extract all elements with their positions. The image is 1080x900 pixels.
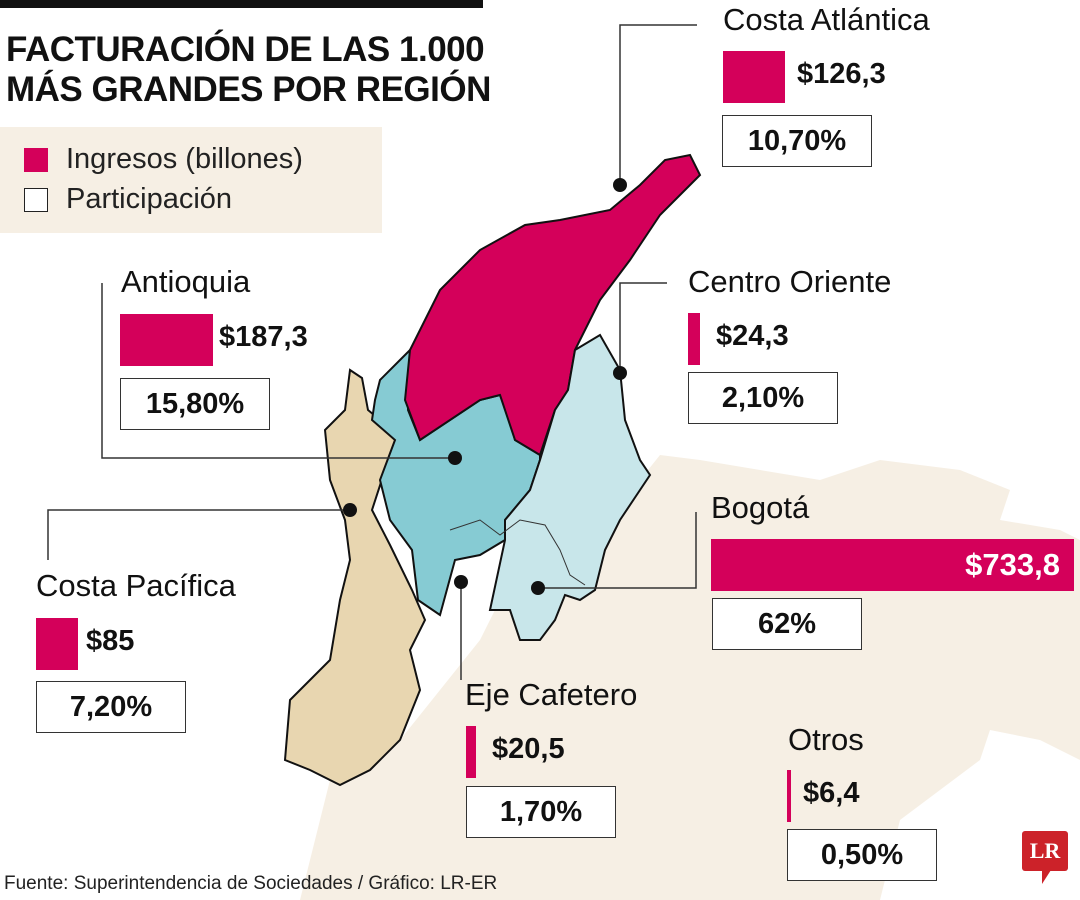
legend-label: Ingresos (billones) [66,143,303,175]
leader-centro-oriente [619,282,667,373]
region-name-antioquia: Antioquia [121,264,251,299]
title-line-2: MÁS GRANDES POR REGIÓN [6,70,491,109]
revenue-bar-antioquia [120,314,213,366]
region-name-eje-cafetero: Eje Cafetero [465,677,638,712]
region-name-centro-oriente: Centro Oriente [688,264,892,299]
share-box-eje-cafetero: 1,70% [466,786,616,838]
legend: Ingresos (billones) Participación [0,127,382,233]
legend-label: Participación [66,183,233,215]
share-box-costa-atlantica: 10,70% [722,115,872,167]
leader-costa-atlantica [619,24,697,185]
share-box-otros: 0,50% [787,829,937,881]
share-box-antioquia: 15,80% [120,378,270,430]
marker-eje-cafetero [454,575,468,589]
revenue-value-costa-pacifica: $85 [86,625,135,657]
revenue-bar-otros [787,770,791,822]
marker-costa-atlantica [613,178,627,192]
leader-bogota [538,512,697,589]
pink-square-icon [24,147,48,172]
chart-title: FACTURACIÓN DE LAS 1.000 MÁS GRANDES POR… [6,30,491,110]
marker-costa-pacifica [343,503,357,517]
title-line-1: FACTURACIÓN DE LAS 1.000 [6,30,485,69]
lr-logo: LR [1022,831,1068,871]
source-note: Fuente: Superintendencia de Sociedades /… [4,873,498,894]
marker-antioquia [448,451,462,465]
share-box-costa-pacifica: 7,20% [36,681,186,733]
leader-antioquia [101,283,455,459]
centro-oriente-region [488,333,652,641]
top-rule [0,0,483,8]
marker-centro-oriente [613,366,627,380]
leader-costa-pacifica [47,509,350,560]
logo-speech-tail-icon [1042,870,1051,884]
share-box-bogota: 62% [712,598,862,650]
atlantica-region [403,153,702,457]
revenue-bar-costa-atlantica [723,51,785,103]
revenue-value-antioquia: $187,3 [219,321,308,353]
revenue-bar-bogota: $733,8 [711,539,1074,591]
legend-item-ingresos: Ingresos (billones) [24,143,303,176]
region-name-costa-atlantica: Costa Atlántica [723,2,930,37]
revenue-value-otros: $6,4 [803,777,860,809]
revenue-bar-centro-oriente [688,313,700,365]
revenue-value-centro-oriente: $24,3 [716,320,789,352]
revenue-bar-eje-cafetero [466,726,476,778]
share-box-centro-oriente: 2,10% [688,372,838,424]
region-name-otros: Otros [788,722,864,757]
legend-item-participacion: Participación [24,183,232,216]
revenue-value-eje-cafetero: $20,5 [492,733,565,765]
region-name-costa-pacifica: Costa Pacífica [36,568,236,603]
marker-bogota [531,581,545,595]
white-square-icon [24,187,48,212]
revenue-value-bogota: $733,8 [965,547,1060,582]
revenue-bar-costa-pacifica [36,618,78,670]
region-name-bogota: Bogotá [711,490,810,525]
revenue-value-costa-atlantica: $126,3 [797,58,886,90]
